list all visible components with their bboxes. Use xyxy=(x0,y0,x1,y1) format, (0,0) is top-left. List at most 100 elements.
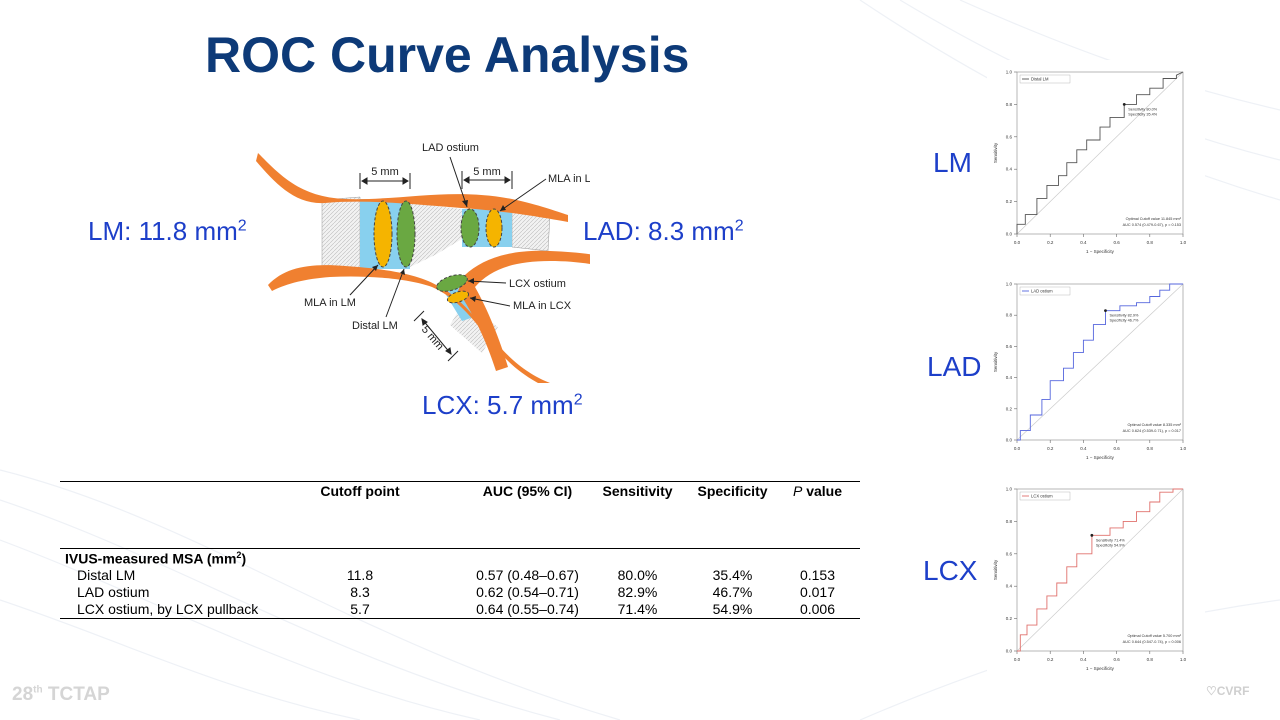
plot-frame xyxy=(1016,71,1184,235)
y-tick-label: 0.4 xyxy=(1006,375,1013,380)
lcx-area-label: LCX: 5.7 mm2 xyxy=(422,390,583,420)
roc-curve-lad xyxy=(1017,283,1183,441)
mla-lcx-label: MLA in LCX xyxy=(513,300,572,312)
mla-lm-label: MLA in LM xyxy=(304,297,356,309)
y-tick-label: 0.0 xyxy=(1006,649,1013,654)
lad-ostium-ellipse xyxy=(460,208,480,248)
row-sensitivity: 82.9% xyxy=(617,584,658,600)
x-tick-label: 1.0 xyxy=(1180,657,1187,662)
heart-icon: ♡ xyxy=(1206,684,1217,698)
x-tick-label: 1.0 xyxy=(1180,446,1187,451)
x-axis-label: 1 − Specificity xyxy=(1086,455,1115,460)
mla-lad-ellipse xyxy=(485,208,503,248)
cutoff-annotation: Optimal Cutoff value 8.335 mm² xyxy=(1127,423,1181,427)
row-label: Distal LM xyxy=(77,567,136,583)
roc-panel-lcx: 0.0 0.0 0.2 0.2 0.4 0.4 0.6 0.6 0.8 0.8 1.0 1.0 1 − … xyxy=(987,477,1205,677)
specificity-annotation: Specificity 54.9% xyxy=(1096,543,1126,547)
distal-lm-label: Distal LM xyxy=(352,320,398,332)
row-specificity: 54.9% xyxy=(712,601,753,617)
auc-annotation: AUC 0.574 (0.479-0.67), p = 0.153 xyxy=(1123,223,1181,227)
roc-curve-lm xyxy=(1016,71,1184,234)
x-tick-label: 0.2 xyxy=(1047,446,1054,451)
x-tick-label: 0.4 xyxy=(1080,240,1087,245)
mla-lad-label: MLA in LAD xyxy=(548,173,590,185)
y-tick-label: 1.0 xyxy=(1006,487,1013,492)
row-specificity: 46.7% xyxy=(712,584,753,600)
y-tick-label: 0.6 xyxy=(1006,134,1013,139)
row-specificity: 35.4% xyxy=(712,567,753,583)
x-tick-label: 0.4 xyxy=(1080,446,1087,451)
legend-box xyxy=(1019,74,1071,84)
roc-label-lcx: LCX xyxy=(923,555,978,586)
cutoff-annotation: Optimal Cutoff value 11.845 mm² xyxy=(1126,217,1182,221)
lad-5mm-marker xyxy=(461,171,513,189)
row-sensitivity: 71.4% xyxy=(617,601,658,617)
lm-5mm-label: 5 mm xyxy=(371,166,399,178)
auc-annotation: AUC 0.644 (0.547-0.74), p = 0.006 xyxy=(1123,640,1181,644)
roc-chart-lm: 0.00.0 0.2 0.2 0.4 0.4 0.6 0.6 0.8 0.8 1.0 1.0 1 − … xyxy=(993,70,1187,255)
row-cutoff: 5.7 xyxy=(350,601,370,617)
x-tick-label: 0.4 xyxy=(1080,657,1087,662)
table-top-rule xyxy=(60,481,860,482)
legend-entry: LAD ostium xyxy=(1031,289,1053,294)
x-tick-label: 0.8 xyxy=(1147,240,1154,245)
roc-chart-lcx: 0.00.0 0.2 0.2 0.4 0.4 0.6 0.6 0.8 0.8 1.0 1.0 1 − … xyxy=(993,487,1187,672)
y-axis-label: Sensitivity xyxy=(993,142,998,163)
y-tick-label: 0.6 xyxy=(1006,344,1013,349)
roc-label-lad: LAD xyxy=(927,351,982,382)
optimal-cutoff-point xyxy=(1104,309,1107,313)
roc-panel-lad: 0.0 0.0 0.2 0.2 0.4 0.4 0.6 0.6 0.8 0.8 1.0 1.0 1 − … xyxy=(987,272,1205,466)
y-tick-label: 0.0 xyxy=(1006,232,1013,237)
x-axis-label: 1 − Specificity xyxy=(1086,249,1115,254)
carina-vessel-wall xyxy=(458,250,590,371)
roc-chart-lad: 0.00.0 0.2 0.2 0.4 0.4 0.6 0.6 0.8 0.8 1.0 1.0 1 − … xyxy=(993,282,1187,461)
row-sensitivity: 80.0% xyxy=(617,567,658,583)
x-tick-label: 0.0 xyxy=(1014,446,1021,451)
slide-title: ROC Curve Analysis xyxy=(205,27,690,83)
x-tick-label: 0.8 xyxy=(1147,657,1154,662)
x-tick-label: 0.2 xyxy=(1047,657,1054,662)
table-section-label: IVUS-measured MSA (mm2) xyxy=(65,550,247,567)
y-tick-label: 1.0 xyxy=(1006,282,1013,287)
mla-lm-ellipse xyxy=(373,200,393,268)
lcx-ostium-ellipse xyxy=(436,274,468,292)
legend-box xyxy=(1019,491,1071,501)
y-axis-label: Sensitivity xyxy=(993,351,998,372)
chance-diagonal xyxy=(1016,71,1184,235)
lad-area-label: LAD: 8.3 mm2 xyxy=(583,216,744,246)
header-specificity: Specificity xyxy=(697,483,768,499)
bifurcation-diagram: 5 mm 5 mm 5 mm LAD ostium MLA in LAD LCX… xyxy=(256,142,590,383)
x-axis-label: 1 − Specificity xyxy=(1086,666,1115,671)
legend-entry: LCX ostium xyxy=(1031,494,1053,499)
lcx-5mm-label: 5 mm xyxy=(419,324,446,353)
roc-curve-lcx xyxy=(1017,488,1183,652)
footer-conference: 28th TCTAP xyxy=(12,684,110,705)
plot-frame xyxy=(1016,488,1184,652)
chance-diagonal xyxy=(1016,283,1184,441)
x-tick-label: 0.0 xyxy=(1014,657,1021,662)
auc-annotation: AUC 0.624 (0.539-0.71), p = 0.017 xyxy=(1123,429,1181,433)
table-header-rule xyxy=(60,548,860,549)
roc-label-lm: LM xyxy=(933,147,972,178)
row-label: LAD ostium xyxy=(77,584,150,600)
bifurcation-plaque-region xyxy=(410,203,462,267)
y-tick-label: 0.6 xyxy=(1006,551,1013,556)
plot-frame xyxy=(1016,283,1184,441)
optimal-cutoff-point xyxy=(1090,533,1094,537)
specificity-annotation: Specificity 35.4% xyxy=(1128,112,1158,116)
header-auc: AUC (95% CI) xyxy=(482,483,573,499)
footer-logo: ♡CVRF xyxy=(1206,684,1250,698)
lad-ostium-label: LAD ostium xyxy=(422,142,479,154)
y-tick-label: 0.8 xyxy=(1006,519,1013,524)
legend-box xyxy=(1019,286,1071,296)
cutoff-annotation: Optimal Cutoff value 5.700 mm² xyxy=(1127,634,1181,638)
y-tick-label: 0.0 xyxy=(1006,438,1013,443)
y-tick-label: 0.4 xyxy=(1006,167,1013,172)
header-p-value: P value xyxy=(792,483,843,499)
x-tick-label: 0.6 xyxy=(1113,657,1120,662)
lm-area-label: LM: 11.8 mm2 xyxy=(88,216,247,246)
sensitivity-annotation: Sensitivity 71.4% xyxy=(1096,538,1126,542)
row-p: 0.153 xyxy=(799,567,836,583)
row-auc: 0.64 (0.55–0.74) xyxy=(476,601,579,617)
y-tick-label: 0.8 xyxy=(1006,313,1013,318)
